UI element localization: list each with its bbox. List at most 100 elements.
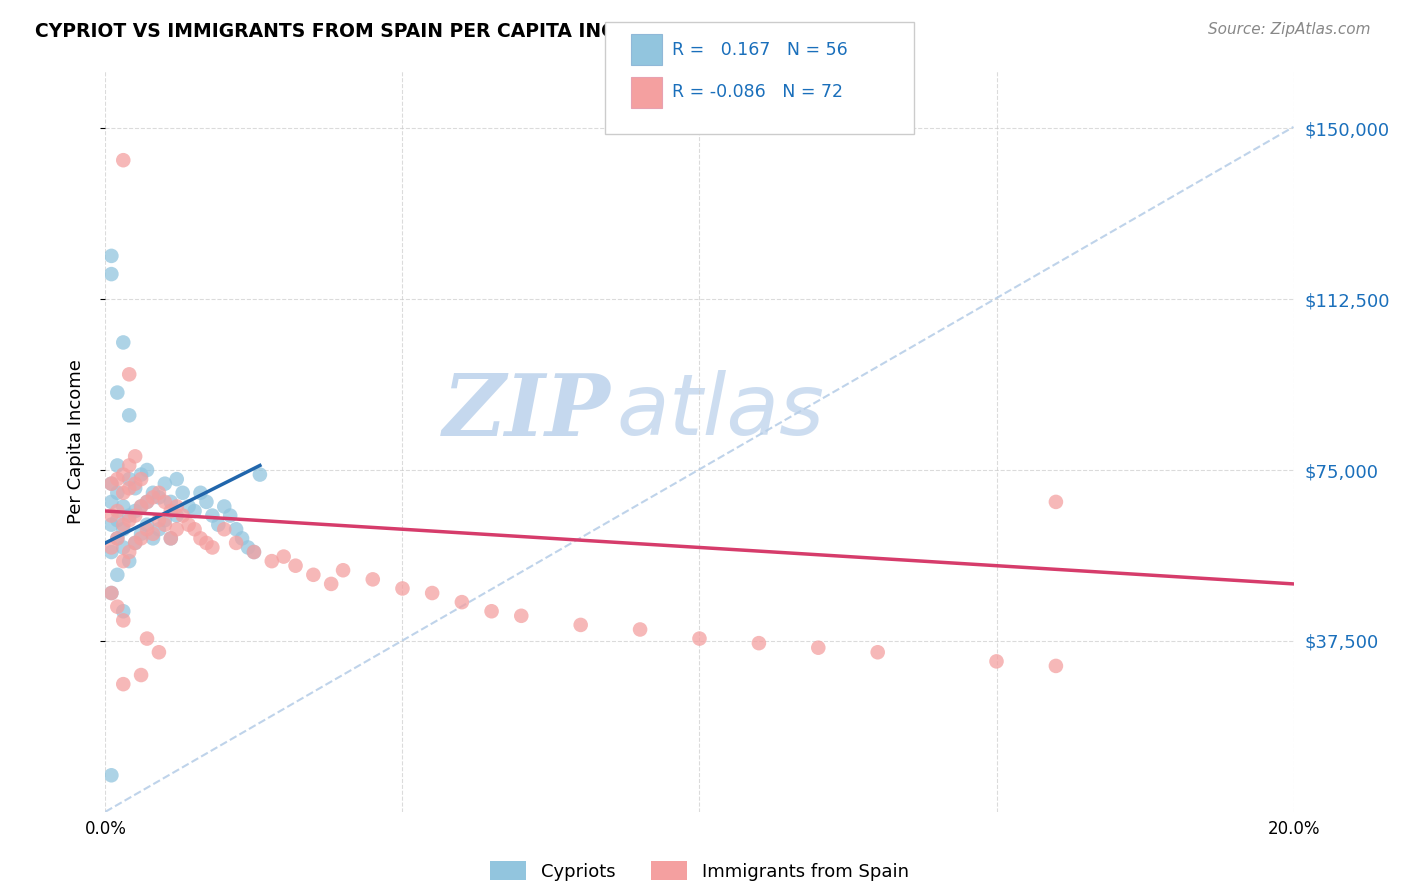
Point: [183, 522, 205, 536]
Point: [142, 491, 165, 505]
Point: [177, 500, 200, 514]
Point: [112, 554, 135, 568]
Point: [100, 495, 122, 509]
Point: [124, 504, 146, 518]
Point: [481, 604, 503, 618]
Point: [148, 513, 170, 527]
Point: [118, 508, 141, 523]
Point: [166, 522, 188, 536]
Point: [112, 613, 135, 627]
Point: [129, 472, 152, 486]
Point: [112, 541, 135, 555]
Point: [112, 604, 135, 618]
Point: [118, 409, 141, 423]
Point: [142, 485, 165, 500]
Point: [148, 485, 170, 500]
Point: [391, 582, 413, 596]
Point: [243, 545, 266, 559]
Point: [105, 532, 128, 546]
Point: [142, 532, 165, 546]
Point: [100, 541, 122, 555]
Point: [124, 536, 146, 550]
Point: [105, 532, 128, 546]
Point: [136, 463, 159, 477]
Point: [361, 573, 384, 587]
Text: ZIP: ZIP: [443, 370, 610, 454]
Point: [118, 481, 141, 495]
Point: [129, 500, 152, 514]
Point: [148, 522, 170, 536]
Point: [153, 476, 176, 491]
Point: [166, 508, 188, 523]
Point: [100, 508, 122, 523]
Point: [195, 536, 218, 550]
Point: [231, 532, 253, 546]
Point: [112, 522, 135, 536]
Point: [249, 467, 271, 482]
Text: R =   0.167   N = 56: R = 0.167 N = 56: [672, 40, 848, 59]
Point: [260, 554, 283, 568]
Point: [100, 586, 122, 600]
Point: [159, 532, 181, 546]
Point: [148, 491, 170, 505]
Point: [118, 545, 141, 559]
Point: [129, 500, 152, 514]
Point: [236, 541, 259, 555]
Point: [450, 595, 472, 609]
Point: [124, 481, 146, 495]
Point: [100, 545, 122, 559]
Point: [302, 567, 325, 582]
Point: [112, 677, 135, 691]
Point: [159, 504, 181, 518]
Point: [100, 768, 122, 782]
Point: [195, 495, 218, 509]
Point: [190, 485, 212, 500]
Point: [124, 450, 146, 464]
Point: [124, 536, 146, 550]
Point: [105, 472, 128, 486]
Point: [100, 267, 122, 281]
Point: [136, 495, 159, 509]
Point: [214, 522, 236, 536]
Text: Source: ZipAtlas.com: Source: ZipAtlas.com: [1208, 22, 1371, 37]
Point: [136, 495, 159, 509]
Point: [129, 532, 152, 546]
Point: [273, 549, 295, 564]
Point: [159, 532, 181, 546]
Point: [243, 545, 266, 559]
Point: [105, 485, 128, 500]
Point: [172, 508, 194, 523]
Y-axis label: Per Capita Income: Per Capita Income: [66, 359, 84, 524]
Point: [129, 467, 152, 482]
Point: [866, 645, 889, 659]
Text: atlas: atlas: [616, 370, 824, 453]
Legend: Cypriots, Immigrants from Spain: Cypriots, Immigrants from Spain: [482, 854, 917, 888]
Point: [510, 608, 533, 623]
Point: [112, 500, 135, 514]
Point: [118, 554, 141, 568]
Point: [183, 504, 205, 518]
Point: [100, 517, 122, 532]
Point: [105, 385, 128, 400]
Point: [166, 500, 188, 514]
Point: [142, 526, 165, 541]
Point: [112, 485, 135, 500]
Point: [112, 153, 135, 168]
Point: [129, 526, 152, 541]
Point: [124, 508, 146, 523]
Point: [1045, 495, 1067, 509]
Point: [118, 472, 141, 486]
Point: [136, 522, 159, 536]
Point: [136, 517, 159, 532]
Point: [153, 513, 176, 527]
Point: [628, 623, 651, 637]
Point: [201, 508, 224, 523]
Text: R = -0.086   N = 72: R = -0.086 N = 72: [672, 83, 844, 102]
Point: [124, 476, 146, 491]
Point: [807, 640, 830, 655]
Point: [177, 517, 200, 532]
Point: [332, 563, 354, 577]
Point: [986, 654, 1008, 668]
Point: [321, 577, 343, 591]
Point: [148, 645, 170, 659]
